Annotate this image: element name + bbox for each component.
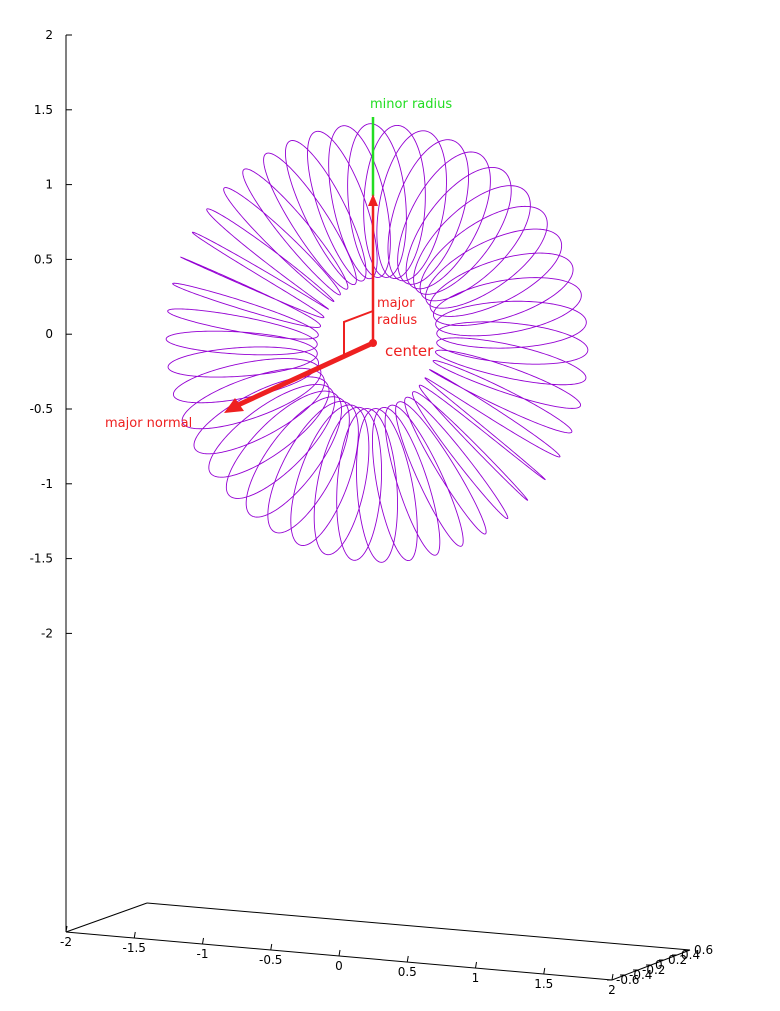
x-axis-ticks: -2 -1.5 -1 -0.5 0 0.5 1 1.5 2 [60,925,616,997]
x-tick-label: 1.5 [534,977,553,991]
x-tick-label: 0.5 [398,965,417,979]
annotations: minor radius major radius major normal c… [105,97,452,431]
x-tick-label: 2 [608,983,616,997]
x-tick-mark [270,943,273,951]
y-tick-label: -0.4 [629,968,652,982]
z-tick-label: 1 [45,178,53,192]
major-normal-label: major normal [105,416,192,431]
x-tick-mark [338,949,341,957]
x-tick-label: -0.5 [259,953,282,967]
x-axis-back-line [146,902,691,951]
y-axis-ticks: -0.6-0.4-0.20 0.20.40.6 [607,943,713,987]
x-tick-mark [611,973,614,981]
z-tick-label: 2 [45,28,53,42]
major-normal-arrow [236,340,375,408]
y-tick-label: 0.2 [668,953,687,967]
y-tick-label: 0 [655,958,663,972]
z-tick-label: -0.5 [30,402,53,416]
y-tick-label: -0.2 [642,963,665,977]
center-point [369,339,377,347]
x-tick-mark [65,925,68,933]
major-radius-label-line1: major [377,296,415,311]
z-tick-label: 0 [45,327,53,341]
major-radius-label-line2: radius [377,313,417,328]
z-tick-label: 1.5 [34,103,53,117]
y-tick-label: -0.6 [616,973,639,987]
z-tick-label: 0.5 [34,252,53,266]
x-tick-label: -2 [60,935,72,949]
x-tick-mark [475,961,477,969]
z-axis-ticks: 2 1.5 1 0.5 0 -0.5 -1 -1.5 -2 [30,28,72,640]
minor-radius-label: minor radius [370,97,452,112]
toroidal-helix-curve [165,123,589,563]
major-normal-arrowhead [224,398,244,413]
x-tick-mark [133,931,136,939]
x-tick-label: 0 [335,959,343,973]
x-tick-mark [202,937,204,945]
y-tick-label: 0.4 [681,948,700,962]
x-tick-label: 1 [472,971,480,985]
z-tick-label: -1 [41,477,53,491]
right-angle-marker [343,310,374,356]
x-tick-label: -1.5 [123,941,146,955]
major-radius-arrowhead [368,194,378,206]
z-tick-label: -2 [41,626,53,640]
z-tick-label: -1.5 [30,552,53,566]
x-tick-mark [406,955,409,963]
x-tick-mark [543,967,546,975]
center-label: center [385,342,434,360]
y-tick-label: 0.6 [694,943,713,957]
x-tick-label: -1 [197,947,209,961]
y-axis-back-line [65,902,148,933]
